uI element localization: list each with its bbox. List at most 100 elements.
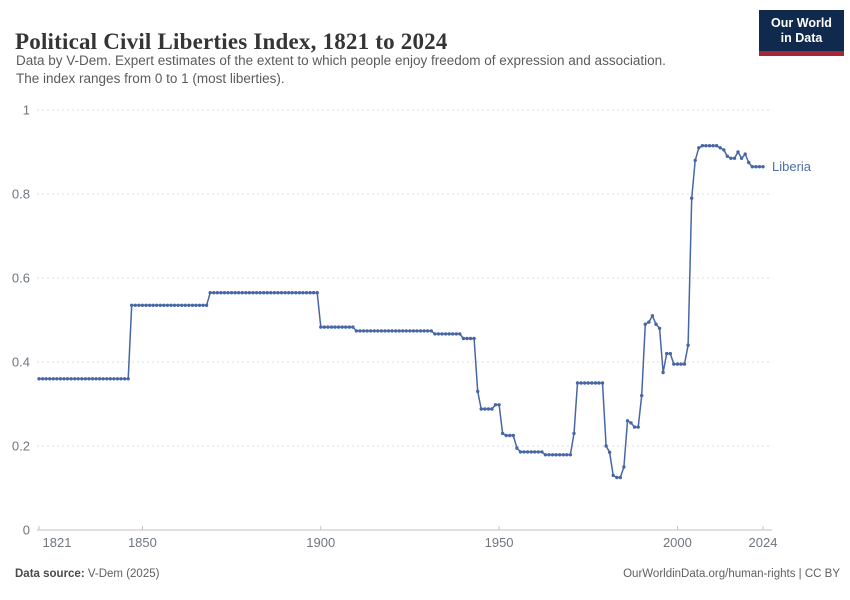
data-point[interactable] xyxy=(155,303,159,307)
data-point[interactable] xyxy=(411,329,416,333)
data-point[interactable] xyxy=(347,325,351,329)
data-point[interactable] xyxy=(80,377,84,381)
data-point[interactable] xyxy=(326,325,330,329)
data-point[interactable] xyxy=(468,336,473,341)
data-point[interactable] xyxy=(394,329,398,333)
data-point[interactable] xyxy=(415,329,419,333)
data-point[interactable] xyxy=(618,475,622,480)
data-point[interactable] xyxy=(561,453,565,457)
data-point[interactable] xyxy=(158,303,162,307)
data-point[interactable] xyxy=(379,329,384,333)
data-point[interactable] xyxy=(454,332,458,336)
data-point[interactable] xyxy=(600,381,605,385)
data-point[interactable] xyxy=(73,377,77,381)
data-point[interactable] xyxy=(686,343,690,347)
data-point[interactable] xyxy=(311,291,316,295)
data-point[interactable] xyxy=(607,450,612,454)
data-point[interactable] xyxy=(140,303,145,307)
data-point[interactable] xyxy=(479,407,483,411)
data-point[interactable] xyxy=(165,303,170,307)
data-point[interactable] xyxy=(169,303,173,307)
data-point[interactable] xyxy=(397,329,401,333)
data-point[interactable] xyxy=(126,377,130,381)
data-point[interactable] xyxy=(543,453,548,457)
data-point[interactable] xyxy=(151,303,155,307)
data-point[interactable] xyxy=(97,377,102,381)
data-point[interactable] xyxy=(340,325,344,329)
data-point[interactable] xyxy=(707,144,712,148)
data-point[interactable] xyxy=(586,381,590,385)
data-point[interactable] xyxy=(572,431,576,436)
chart-line-liberia[interactable] xyxy=(38,144,764,479)
data-point[interactable] xyxy=(529,450,533,454)
data-point[interactable] xyxy=(251,291,255,295)
data-point[interactable] xyxy=(622,465,626,469)
data-point[interactable] xyxy=(590,381,594,385)
data-point[interactable] xyxy=(682,362,687,366)
data-point[interactable] xyxy=(76,377,80,381)
data-point[interactable] xyxy=(511,433,515,438)
data-point[interactable] xyxy=(593,381,598,385)
data-point[interactable] xyxy=(625,419,630,423)
data-point[interactable] xyxy=(190,303,195,307)
data-point[interactable] xyxy=(611,473,615,478)
data-point[interactable] xyxy=(112,377,116,381)
data-point[interactable] xyxy=(436,332,441,336)
data-point[interactable] xyxy=(108,377,113,381)
data-point[interactable] xyxy=(579,381,583,385)
data-point[interactable] xyxy=(518,450,523,454)
data-point[interactable] xyxy=(386,329,391,333)
data-point[interactable] xyxy=(597,381,601,385)
data-point[interactable] xyxy=(704,144,708,148)
data-point[interactable] xyxy=(40,377,45,381)
data-point[interactable] xyxy=(754,165,758,169)
data-point[interactable] xyxy=(636,425,640,429)
data-point[interactable] xyxy=(418,329,423,333)
data-point[interactable] xyxy=(568,453,573,457)
data-point[interactable] xyxy=(750,165,754,169)
data-point[interactable] xyxy=(451,332,455,336)
data-point[interactable] xyxy=(697,146,701,150)
data-point[interactable] xyxy=(672,362,676,366)
data-point[interactable] xyxy=(665,351,669,356)
data-point[interactable] xyxy=(219,291,223,295)
data-point[interactable] xyxy=(180,303,184,307)
data-point[interactable] xyxy=(547,453,551,457)
data-point[interactable] xyxy=(319,325,323,329)
data-point[interactable] xyxy=(354,329,359,333)
data-point[interactable] xyxy=(187,303,191,307)
data-point[interactable] xyxy=(429,329,433,333)
data-point[interactable] xyxy=(583,381,587,385)
data-point[interactable] xyxy=(550,453,555,457)
data-point[interactable] xyxy=(240,291,244,295)
data-point[interactable] xyxy=(604,444,608,448)
data-point[interactable] xyxy=(237,291,241,295)
data-point[interactable] xyxy=(222,291,227,295)
data-point[interactable] xyxy=(358,329,362,333)
data-point[interactable] xyxy=(757,165,762,169)
data-point[interactable] xyxy=(540,450,544,454)
data-point[interactable] xyxy=(476,389,480,394)
data-point[interactable] xyxy=(333,325,337,329)
data-point[interactable] xyxy=(490,407,494,411)
data-point[interactable] xyxy=(65,377,70,381)
data-point[interactable] xyxy=(361,329,366,333)
data-point[interactable] xyxy=(640,393,644,398)
data-point[interactable] xyxy=(739,156,744,160)
data-point[interactable] xyxy=(486,407,491,411)
data-point[interactable] xyxy=(283,291,287,295)
data-point[interactable] xyxy=(297,291,302,295)
data-point[interactable] xyxy=(390,329,394,333)
data-point[interactable] xyxy=(83,377,88,381)
data-point[interactable] xyxy=(497,403,501,407)
data-point[interactable] xyxy=(315,291,319,295)
data-point[interactable] xyxy=(197,303,202,307)
data-point[interactable] xyxy=(204,303,209,307)
data-point[interactable] xyxy=(675,362,680,366)
data-point[interactable] xyxy=(183,303,187,307)
data-point[interactable] xyxy=(661,370,665,375)
data-point[interactable] xyxy=(650,314,655,318)
data-point[interactable] xyxy=(201,303,205,307)
data-point[interactable] xyxy=(443,332,448,336)
